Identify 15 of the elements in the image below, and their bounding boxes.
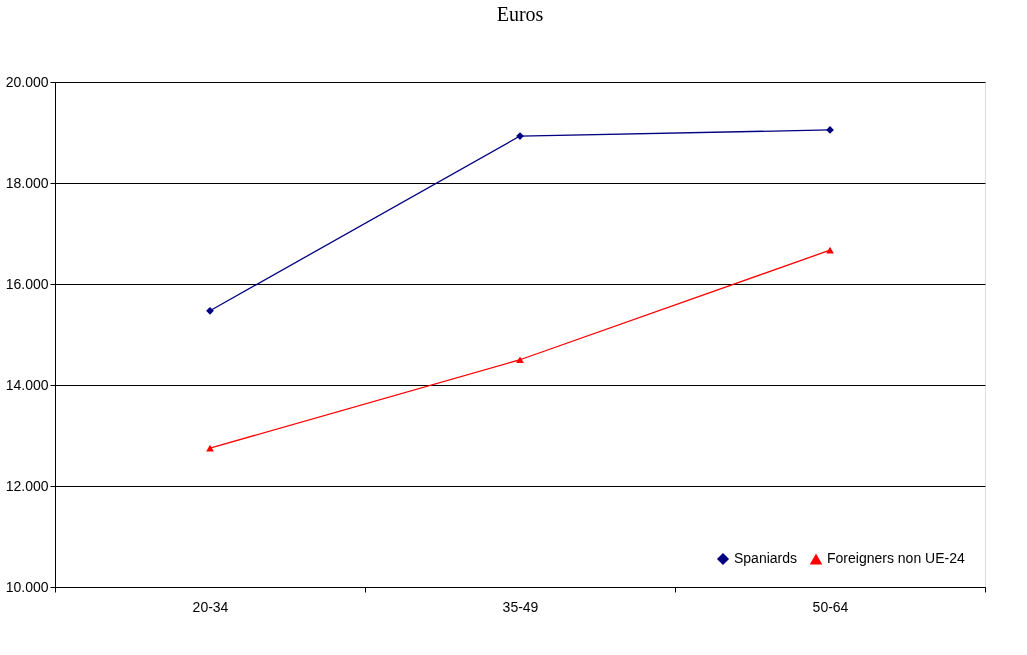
y-tick-label: 18.000 (5, 174, 49, 191)
x-tick-label: 20-34 (192, 598, 229, 615)
x-tick-label: 35-49 (502, 598, 539, 615)
point (826, 246, 834, 254)
x-tick-label: 50-64 (812, 598, 849, 615)
chart-title: Euros (496, 3, 544, 25)
y-tick-label: 14.000 (5, 376, 49, 393)
y-tick-label: 20.000 (5, 73, 49, 90)
legend-label: Spaniards (734, 550, 798, 566)
point (206, 306, 214, 315)
point (516, 356, 524, 364)
legend-label: Foreigners non UE-24 (827, 550, 965, 567)
y-tick-label: 10.000 (5, 578, 49, 595)
y-tick-label: 16.000 (5, 275, 49, 292)
y-tick-label: 12.000 (5, 477, 49, 494)
